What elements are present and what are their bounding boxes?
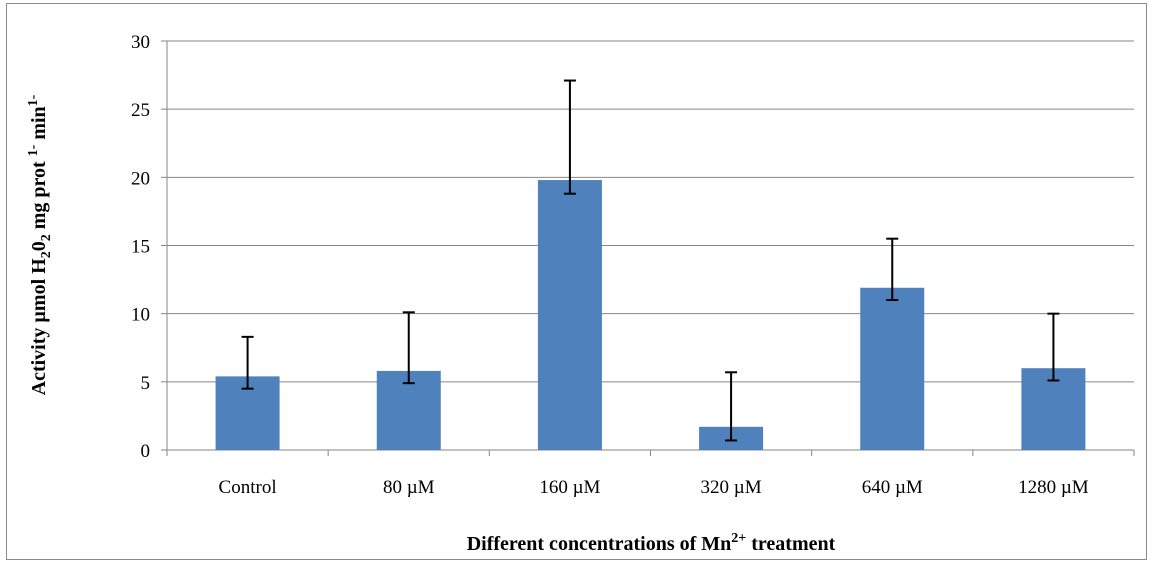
y-tick-label: 15 [131, 237, 150, 258]
y-axis-title-part: Activity µmol H [28, 258, 50, 395]
error-bars [241, 79, 1060, 442]
y-tick-label: 30 [131, 32, 150, 53]
gridlines [161, 40, 1135, 456]
y-axis-title-part: 0 [28, 241, 50, 251]
y-tick-labels: 0 5 10 15 20 25 30 [131, 32, 150, 462]
bars [215, 180, 1086, 450]
y-tick-label: 20 [131, 168, 150, 189]
y-tick-label: 5 [141, 373, 151, 394]
x-tick-label: 160 µM [539, 477, 600, 498]
x-tick-label: 320 µM [701, 477, 762, 498]
y-axis-title-part: mg prot [28, 156, 50, 234]
y-axis-title-part: min [28, 106, 50, 144]
y-tick-label: 10 [131, 305, 150, 326]
bar [1021, 368, 1086, 450]
y-axis-title-sub: 2 [39, 251, 54, 258]
x-tick-labels: Control 80 µM 160 µM 320 µM 640 µM 1280 µM [219, 477, 1089, 498]
bar [860, 287, 925, 450]
x-axis-title-text: Different concentrations of Mn [467, 533, 732, 555]
y-axis-title-sup: 1- [26, 144, 41, 156]
x-tick-label: 1280 µM [1018, 477, 1089, 498]
y-axis-title-sub: 2 [39, 234, 54, 241]
y-tick-label: 25 [131, 100, 150, 121]
x-tick-label: 80 µM [383, 477, 435, 498]
x-tick-label: 640 µM [862, 477, 923, 498]
x-axis-title-superscript: 2+ [731, 531, 746, 546]
y-axis-title-sup: 1- [26, 94, 41, 106]
bar [537, 180, 602, 450]
x-axis-title: Different concentrations of Mn2+ treatme… [467, 531, 836, 555]
x-axis-title-suffix: treatment [746, 533, 835, 555]
y-tick-label: 0 [141, 441, 151, 462]
y-axis-title: Activity µmol H202 mg prot 1- min1- [26, 94, 54, 395]
x-tick-label: Control [219, 477, 277, 498]
